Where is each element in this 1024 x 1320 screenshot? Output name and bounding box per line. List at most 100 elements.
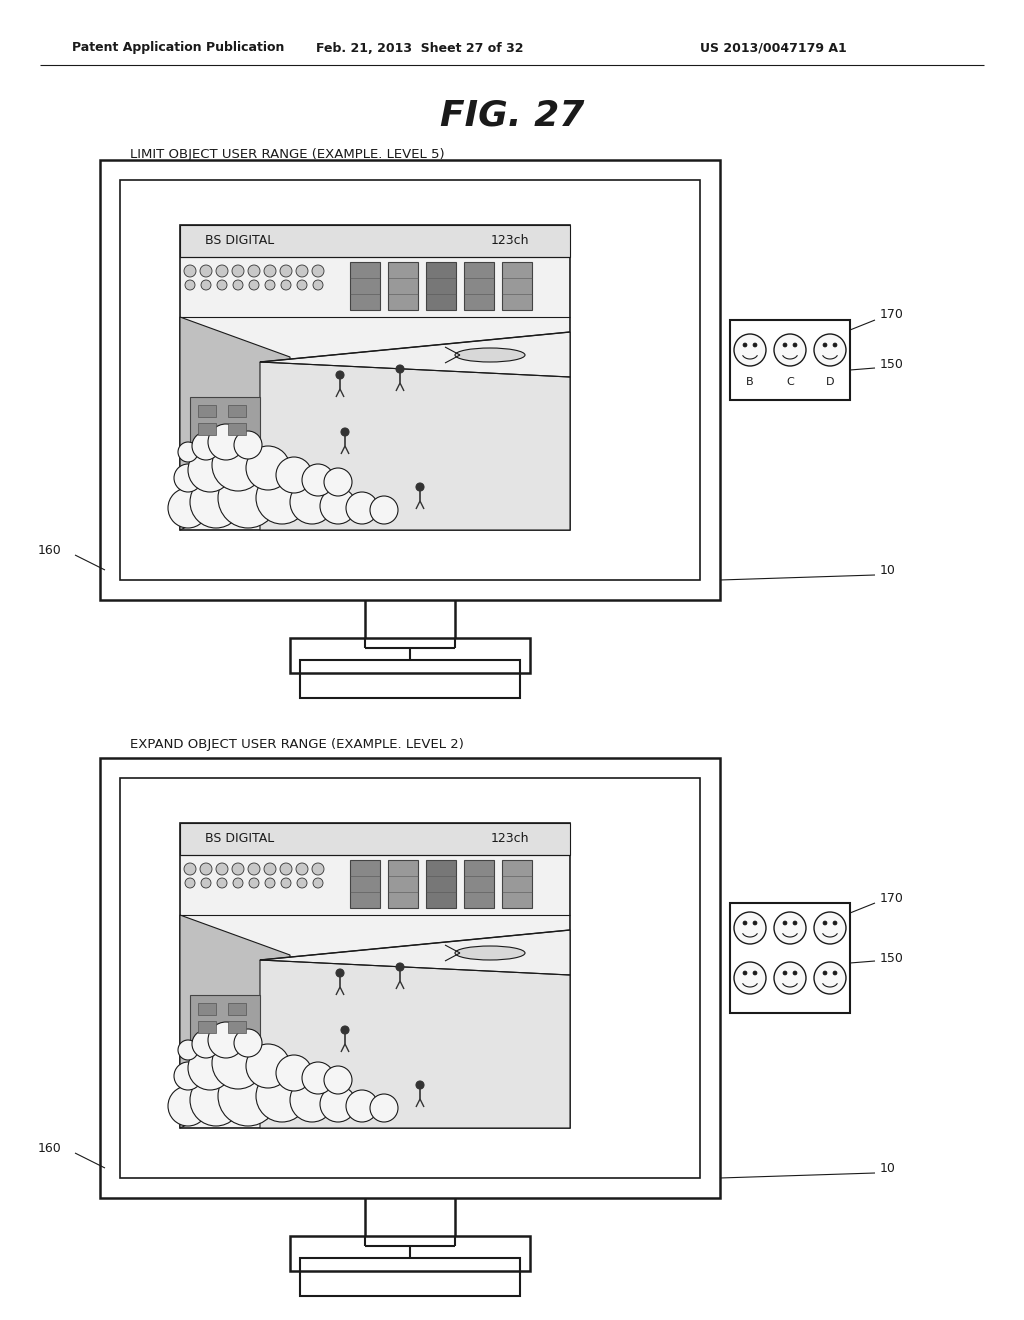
Circle shape bbox=[783, 921, 787, 925]
Circle shape bbox=[184, 265, 196, 277]
Circle shape bbox=[208, 1022, 244, 1059]
Bar bbox=[180, 224, 570, 531]
Text: 150: 150 bbox=[880, 952, 904, 965]
Bar bbox=[350, 261, 380, 310]
Bar bbox=[228, 1003, 246, 1015]
Text: B: B bbox=[746, 378, 754, 387]
Ellipse shape bbox=[455, 946, 525, 960]
Polygon shape bbox=[260, 362, 570, 531]
Circle shape bbox=[200, 265, 212, 277]
Bar bbox=[290, 638, 530, 673]
Bar bbox=[388, 861, 418, 908]
Circle shape bbox=[248, 265, 260, 277]
Bar bbox=[198, 1003, 216, 1015]
Circle shape bbox=[281, 878, 291, 888]
Bar bbox=[350, 861, 380, 908]
Circle shape bbox=[185, 878, 195, 888]
Circle shape bbox=[216, 863, 228, 875]
Bar bbox=[190, 397, 260, 442]
Circle shape bbox=[743, 921, 746, 925]
Circle shape bbox=[793, 343, 797, 347]
Circle shape bbox=[341, 1026, 349, 1034]
Circle shape bbox=[265, 878, 275, 888]
Circle shape bbox=[208, 424, 244, 459]
Circle shape bbox=[246, 446, 290, 490]
Circle shape bbox=[823, 972, 827, 975]
Circle shape bbox=[324, 1067, 352, 1094]
Circle shape bbox=[336, 969, 344, 977]
Circle shape bbox=[297, 878, 307, 888]
Circle shape bbox=[793, 921, 797, 925]
Ellipse shape bbox=[455, 348, 525, 362]
Text: US 2013/0047179 A1: US 2013/0047179 A1 bbox=[700, 41, 847, 54]
Polygon shape bbox=[180, 317, 290, 531]
Circle shape bbox=[178, 1040, 198, 1060]
Circle shape bbox=[233, 280, 243, 290]
Circle shape bbox=[200, 863, 212, 875]
Circle shape bbox=[280, 863, 292, 875]
Bar bbox=[180, 224, 570, 257]
Text: 10: 10 bbox=[880, 564, 896, 577]
Circle shape bbox=[264, 265, 276, 277]
Bar bbox=[228, 1020, 246, 1034]
Circle shape bbox=[216, 265, 228, 277]
Circle shape bbox=[256, 1071, 308, 1122]
Circle shape bbox=[753, 921, 757, 925]
Circle shape bbox=[743, 972, 746, 975]
Polygon shape bbox=[180, 915, 290, 1129]
Text: Feb. 21, 2013  Sheet 27 of 32: Feb. 21, 2013 Sheet 27 of 32 bbox=[316, 41, 523, 54]
Circle shape bbox=[814, 912, 846, 944]
Text: Patent Application Publication: Patent Application Publication bbox=[72, 41, 285, 54]
Bar bbox=[120, 777, 700, 1177]
Circle shape bbox=[276, 1055, 312, 1092]
Circle shape bbox=[264, 863, 276, 875]
Bar bbox=[180, 915, 570, 1129]
Circle shape bbox=[370, 1094, 398, 1122]
Circle shape bbox=[249, 878, 259, 888]
Circle shape bbox=[249, 280, 259, 290]
Circle shape bbox=[341, 428, 349, 436]
Circle shape bbox=[313, 878, 323, 888]
Circle shape bbox=[201, 280, 211, 290]
Circle shape bbox=[290, 1078, 334, 1122]
Circle shape bbox=[188, 1045, 232, 1090]
Circle shape bbox=[346, 492, 378, 524]
Text: C: C bbox=[786, 378, 794, 387]
Circle shape bbox=[174, 465, 202, 492]
Bar bbox=[198, 422, 216, 436]
Circle shape bbox=[276, 457, 312, 492]
Polygon shape bbox=[260, 960, 570, 1129]
Bar bbox=[426, 261, 456, 310]
Bar bbox=[464, 861, 494, 908]
Circle shape bbox=[248, 863, 260, 875]
Circle shape bbox=[793, 972, 797, 975]
Circle shape bbox=[190, 477, 242, 528]
Bar bbox=[464, 261, 494, 310]
Circle shape bbox=[218, 469, 278, 528]
Circle shape bbox=[814, 334, 846, 366]
Bar bbox=[180, 822, 570, 855]
Circle shape bbox=[168, 488, 208, 528]
Circle shape bbox=[280, 265, 292, 277]
Text: 160: 160 bbox=[38, 544, 61, 557]
Circle shape bbox=[743, 343, 746, 347]
Circle shape bbox=[296, 863, 308, 875]
Circle shape bbox=[212, 440, 264, 491]
Bar bbox=[388, 261, 418, 310]
Circle shape bbox=[234, 432, 262, 459]
Circle shape bbox=[324, 469, 352, 496]
Circle shape bbox=[774, 912, 806, 944]
Circle shape bbox=[753, 972, 757, 975]
Bar bbox=[100, 160, 720, 601]
Circle shape bbox=[313, 280, 323, 290]
Bar bbox=[300, 1258, 520, 1296]
Circle shape bbox=[212, 1038, 264, 1089]
Circle shape bbox=[370, 496, 398, 524]
Circle shape bbox=[218, 1067, 278, 1126]
Circle shape bbox=[783, 343, 787, 347]
Circle shape bbox=[190, 1074, 242, 1126]
Text: 10: 10 bbox=[880, 1162, 896, 1175]
Circle shape bbox=[256, 473, 308, 524]
Circle shape bbox=[290, 480, 334, 524]
Text: BS DIGITAL: BS DIGITAL bbox=[206, 833, 274, 846]
